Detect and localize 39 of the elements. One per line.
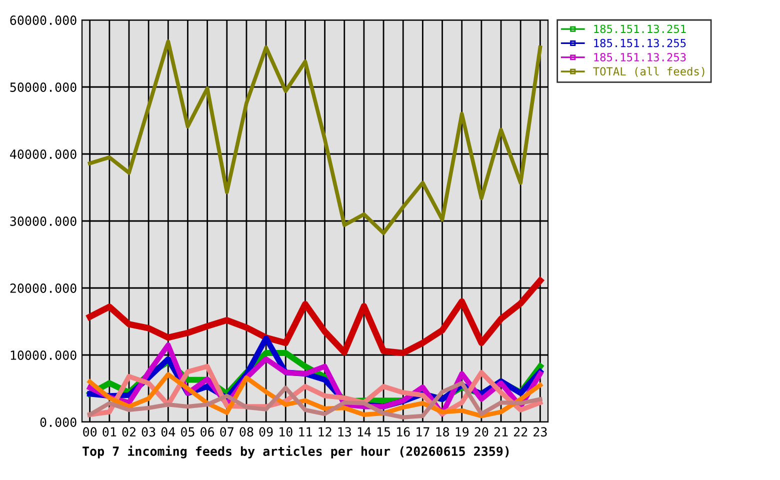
- legend-label: 185.151.13.253: [594, 52, 686, 62]
- text: Top 7 incoming feeds by articles per hour (20260615 2359): [82, 446, 509, 458]
- x-tick-label: 14: [358, 427, 371, 436]
- x-tick-label: 12: [318, 427, 332, 436]
- x-tick-label: 20: [474, 427, 488, 437]
- x-tick-label: 18: [436, 427, 449, 437]
- x-tick-label: 08: [240, 427, 254, 437]
- y-tick-label: 30000.000: [10, 216, 76, 226]
- x-tick-label: 13: [338, 427, 351, 437]
- x-tick-label: 09: [259, 427, 273, 437]
- legend-label: TOTAL (all feeds): [593, 66, 704, 77]
- x-tick-label: 02: [122, 427, 136, 437]
- y-tick-label: 40000.000: [10, 150, 76, 159]
- y-tick-label: 60000.000: [10, 16, 76, 25]
- line-series: [88, 40, 542, 235]
- legend-label: 185.151.13.255: [594, 38, 686, 48]
- x-tick-label: 19: [456, 427, 469, 437]
- x-tick-label: 06: [200, 427, 214, 437]
- y-tick-label: 50000.000: [10, 82, 76, 92]
- x-tick-label: 00: [83, 427, 97, 437]
- x-tick-label: 22: [514, 427, 528, 436]
- x-tick-label: 11: [299, 427, 312, 436]
- x-tick-label: 07: [220, 427, 234, 437]
- line-series: [88, 381, 542, 420]
- x-tick-label: 23: [534, 427, 547, 437]
- y-tick-label: 10000.000: [10, 350, 76, 360]
- x-tick-label: 05: [181, 427, 194, 437]
- x-tick-label: 04: [161, 427, 176, 437]
- line-series: [88, 372, 542, 418]
- x-tick-label: 10: [280, 427, 292, 437]
- y-tick-label: 0.000: [40, 418, 76, 427]
- y-tick-label: 20000.000: [10, 284, 76, 293]
- x-tick-label: 03: [142, 427, 156, 437]
- x-tick-label: 21: [494, 427, 508, 436]
- x-tick-label: 01: [102, 427, 116, 437]
- x-tick-label: 15: [378, 427, 390, 437]
- x-tick-label: 17: [416, 427, 430, 436]
- x-tick-label: 16: [397, 427, 410, 437]
- legend-label: 185.151.13.251: [594, 24, 686, 34]
